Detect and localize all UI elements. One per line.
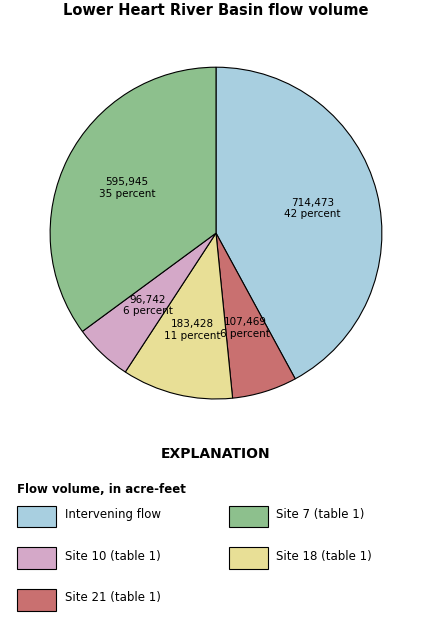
Text: 96,742
6 percent: 96,742 6 percent bbox=[123, 295, 172, 316]
Text: 714,473
42 percent: 714,473 42 percent bbox=[284, 198, 341, 219]
Text: Flow volume, in acre-feet: Flow volume, in acre-feet bbox=[17, 483, 186, 496]
Text: 595,945
35 percent: 595,945 35 percent bbox=[99, 178, 156, 199]
Bar bbox=[229, 547, 268, 569]
Wedge shape bbox=[216, 233, 295, 398]
Text: Site 21 (table 1): Site 21 (table 1) bbox=[65, 592, 161, 604]
Bar bbox=[17, 506, 56, 527]
Text: Site 7 (table 1): Site 7 (table 1) bbox=[276, 508, 365, 521]
Text: Site 18 (table 1): Site 18 (table 1) bbox=[276, 550, 372, 563]
Text: EXPLANATION: EXPLANATION bbox=[161, 447, 271, 461]
Text: 107,469
6 percent: 107,469 6 percent bbox=[220, 318, 270, 339]
Wedge shape bbox=[125, 233, 232, 399]
Wedge shape bbox=[216, 67, 382, 379]
Text: Intervening flow: Intervening flow bbox=[65, 508, 161, 521]
Text: Site 10 (table 1): Site 10 (table 1) bbox=[65, 550, 161, 563]
Bar bbox=[17, 589, 56, 610]
Wedge shape bbox=[83, 233, 216, 372]
Bar bbox=[229, 506, 268, 527]
Text: 183,428
11 percent: 183,428 11 percent bbox=[164, 319, 221, 341]
Bar bbox=[17, 547, 56, 569]
Wedge shape bbox=[50, 67, 216, 331]
Title: Lower Heart River Basin flow volume: Lower Heart River Basin flow volume bbox=[63, 3, 369, 18]
